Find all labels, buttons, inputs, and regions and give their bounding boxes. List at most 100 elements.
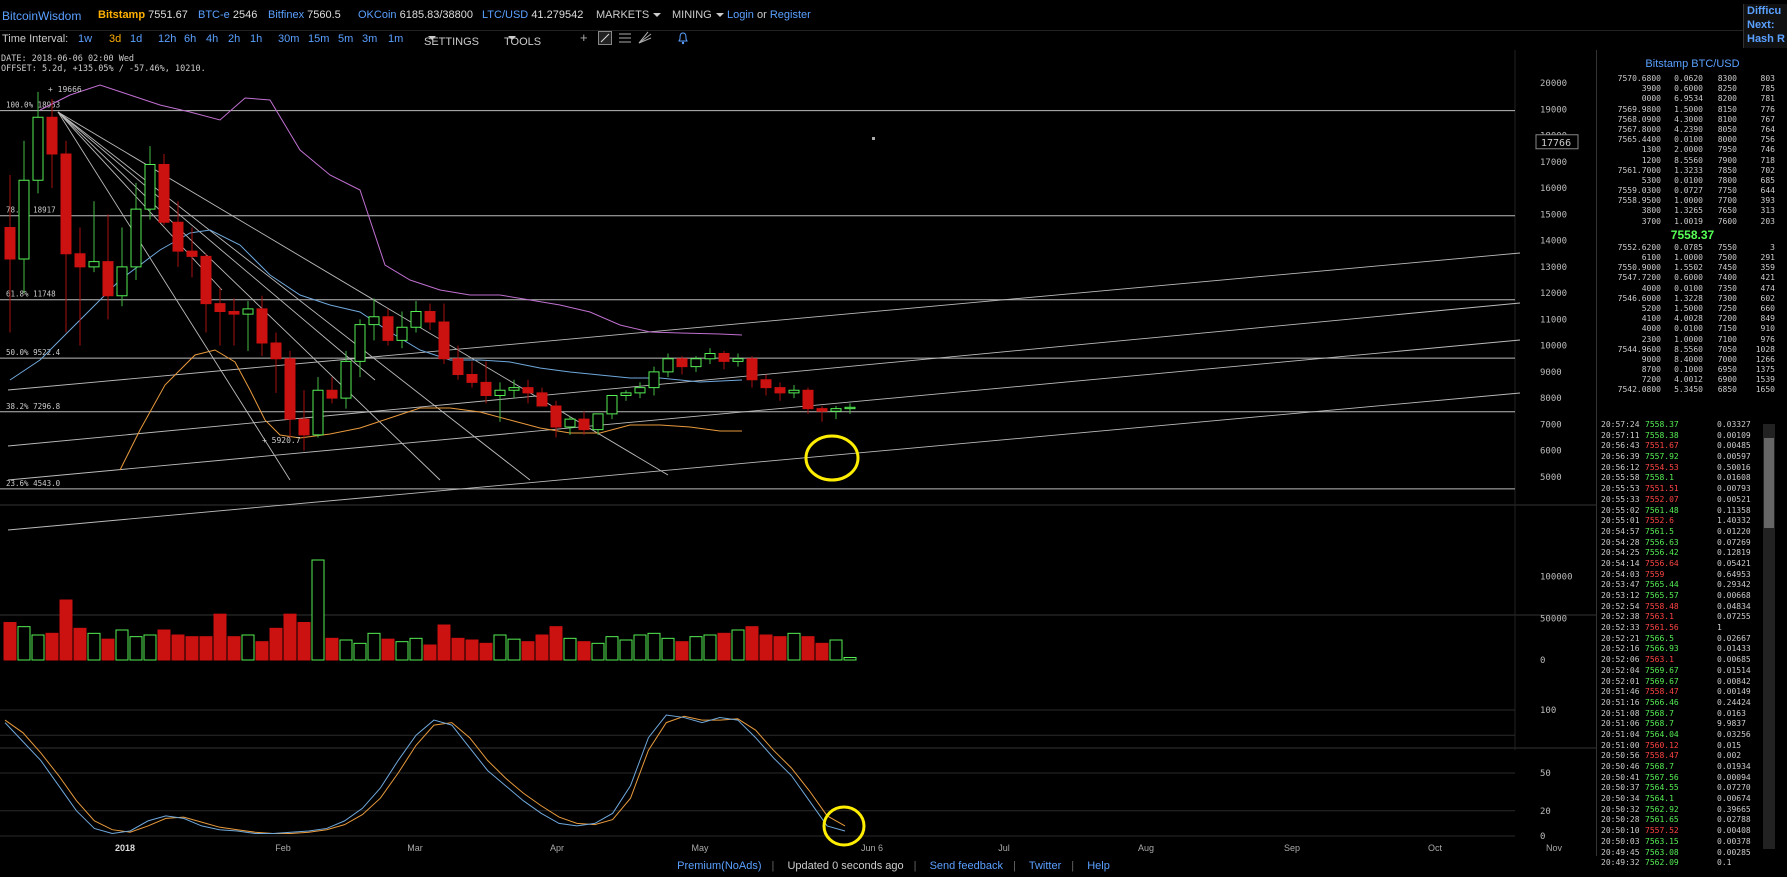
ticker-bitfinex[interactable]: Bitfinex 7560.5 bbox=[268, 9, 341, 21]
interval-1w[interactable]: 1w bbox=[78, 33, 93, 45]
candle-body bbox=[592, 413, 604, 431]
register-link[interactable]: Register bbox=[769, 9, 811, 21]
volume-bar bbox=[73, 627, 87, 661]
interval-4h[interactable]: 4h bbox=[206, 33, 219, 45]
time-axis-label: Aug bbox=[1138, 843, 1154, 853]
scrollbar-thumb[interactable] bbox=[1764, 438, 1774, 528]
trade-history[interactable]: 20:57:24 7558.37 0.03327 20:57:11 7558.38 0.0… bbox=[1596, 420, 1787, 867]
interval-15m[interactable]: 15m bbox=[308, 33, 330, 45]
login-link[interactable]: Login bbox=[727, 9, 754, 21]
line-tool-icon[interactable] bbox=[598, 31, 612, 48]
volume-bar bbox=[143, 634, 157, 661]
trade-row: 20:51:00 7560.12 0.015 bbox=[1601, 740, 1742, 750]
alert-bell-icon[interactable] bbox=[676, 31, 690, 48]
candles bbox=[4, 91, 856, 451]
time-axis-label: Nov bbox=[1546, 843, 1563, 853]
channel-line bbox=[7, 252, 1521, 391]
help-link[interactable]: Help bbox=[1087, 860, 1110, 872]
ticker-okcoin[interactable]: OKCoin 6185.83/38800 bbox=[358, 9, 474, 21]
time-axis-label: Apr bbox=[550, 843, 564, 853]
volume-bar bbox=[255, 641, 269, 661]
interval-5m[interactable]: 5m bbox=[338, 33, 354, 45]
volume-bar bbox=[451, 637, 465, 661]
candle-body bbox=[578, 418, 590, 431]
trade-row: 20:50:32 7562.92 0.39665 bbox=[1601, 804, 1751, 814]
footer: Premium(NoAds) | Updated 0 seconds ago | S… bbox=[677, 860, 1110, 872]
interval-1m[interactable]: 1m bbox=[388, 33, 404, 45]
bid-list: 7552.6200 0.0785 7550 3 6100 1.0000 7500 291 755… bbox=[1597, 243, 1787, 396]
price-tick-label: 14000 bbox=[1540, 237, 1567, 247]
candle-body bbox=[382, 316, 394, 341]
volume-bar bbox=[185, 636, 199, 661]
candle-body bbox=[760, 379, 772, 389]
volume-bar bbox=[199, 636, 213, 661]
volume-bar bbox=[773, 636, 787, 661]
volume-bar bbox=[241, 634, 255, 661]
volume-bar bbox=[3, 622, 17, 661]
candle-body bbox=[396, 326, 408, 341]
twitter-link[interactable]: Twitter bbox=[1028, 860, 1062, 872]
trade-row: 20:57:24 7558.37 0.03327 bbox=[1601, 420, 1751, 429]
candle-body bbox=[354, 324, 366, 362]
candle-body bbox=[550, 405, 562, 428]
site-logo[interactable]: BitcoinWisdom bbox=[2, 9, 82, 23]
ticker-ltcusd[interactable]: LTC/USD 41.279542 bbox=[482, 9, 584, 21]
annotations: + 19666 + 5920.7 bbox=[48, 85, 875, 847]
interval-6h[interactable]: 6h bbox=[184, 33, 197, 45]
ask-row: 5300 0.0100 7800 685 bbox=[1641, 175, 1775, 185]
candle-body bbox=[116, 266, 128, 297]
stoch-k-line bbox=[4, 714, 846, 834]
interval-3d[interactable]: 3d bbox=[109, 33, 122, 45]
interval-12h[interactable]: 12h bbox=[158, 33, 177, 45]
fib-level-label: 61.8% 11748 bbox=[6, 290, 56, 299]
ticker-btce[interactable]: BTC-e 2546 bbox=[198, 9, 258, 21]
trade-row: 20:54:25 7556.42 0.12819 bbox=[1601, 548, 1751, 558]
ema-purple-line bbox=[39, 84, 743, 336]
candle-body bbox=[326, 389, 338, 399]
candle-body bbox=[732, 358, 744, 362]
crosshair-icon[interactable]: + bbox=[580, 30, 588, 45]
trade-row: 20:52:38 7563.1 0.07255 bbox=[1601, 612, 1751, 622]
ask-row: 7570.6800 0.0620 8300 803 bbox=[1617, 74, 1775, 83]
fib-tool-icon[interactable] bbox=[618, 31, 632, 48]
volume-bar bbox=[157, 629, 171, 661]
volume-bar bbox=[59, 599, 73, 661]
bid-row: 8700 0.1000 6950 1375 bbox=[1641, 365, 1775, 375]
candle-body bbox=[4, 227, 16, 260]
fan-line bbox=[57, 111, 223, 291]
volume-bar bbox=[269, 627, 283, 661]
price-chart[interactable]: 100.0% 18953 78.6% 18917 61.8% 11748 50.0% … bbox=[0, 50, 1596, 860]
bid-row: 7546.6000 1.3228 7300 602 bbox=[1617, 293, 1775, 303]
candle-body bbox=[480, 381, 492, 396]
bid-row: 6100 1.0000 7500 291 bbox=[1641, 253, 1775, 262]
trade-row: 20:52:04 7569.67 0.01514 bbox=[1601, 665, 1751, 675]
volume-tick-label: 100000 bbox=[1540, 573, 1573, 583]
fib-level-label: 100.0% 18953 bbox=[6, 101, 60, 110]
candle-body bbox=[214, 303, 226, 312]
volume-tick-label: 50000 bbox=[1540, 614, 1567, 624]
interval-30m[interactable]: 30m bbox=[278, 33, 300, 45]
premium-link[interactable]: Premium(NoAds) bbox=[677, 860, 762, 872]
ticker-bitstamp[interactable]: Bitstamp 7551.67 bbox=[98, 9, 188, 21]
interval-2h[interactable]: 2h bbox=[228, 33, 241, 45]
candle-body bbox=[536, 392, 548, 407]
ask-row: 3900 0.6000 8250 785 bbox=[1641, 84, 1775, 94]
interval-1d[interactable]: 1d bbox=[130, 33, 143, 45]
order-book: Bitstamp BTC/USD 7570.6800 0.0620 8300 803 3… bbox=[1596, 50, 1787, 420]
bid-row: 7552.6200 0.0785 7550 3 bbox=[1617, 242, 1775, 252]
mining-menu[interactable]: MINING bbox=[672, 9, 724, 21]
price-tick-label: 19000 bbox=[1540, 105, 1567, 115]
feedback-link[interactable]: Send feedback bbox=[929, 860, 1003, 872]
interval-3m[interactable]: 3m bbox=[362, 33, 378, 45]
offset-info: OFFSET: 5.2d, +135.05% / -57.46%, 10210. bbox=[1, 64, 206, 74]
ask-row: 0000 6.9534 8200 781 bbox=[1641, 94, 1775, 104]
ema-blue-line bbox=[9, 229, 743, 383]
interval-1h[interactable]: 1h bbox=[250, 33, 263, 45]
trade-row: 20:50:03 7563.15 0.00378 bbox=[1601, 836, 1751, 846]
candle-body bbox=[830, 408, 842, 412]
fan-tool-icon[interactable] bbox=[638, 31, 652, 48]
ema-orange-line bbox=[119, 349, 742, 471]
markets-menu[interactable]: MARKETS bbox=[596, 9, 662, 21]
volume-bar bbox=[647, 632, 661, 661]
trade-scrollbar[interactable] bbox=[1763, 424, 1775, 849]
